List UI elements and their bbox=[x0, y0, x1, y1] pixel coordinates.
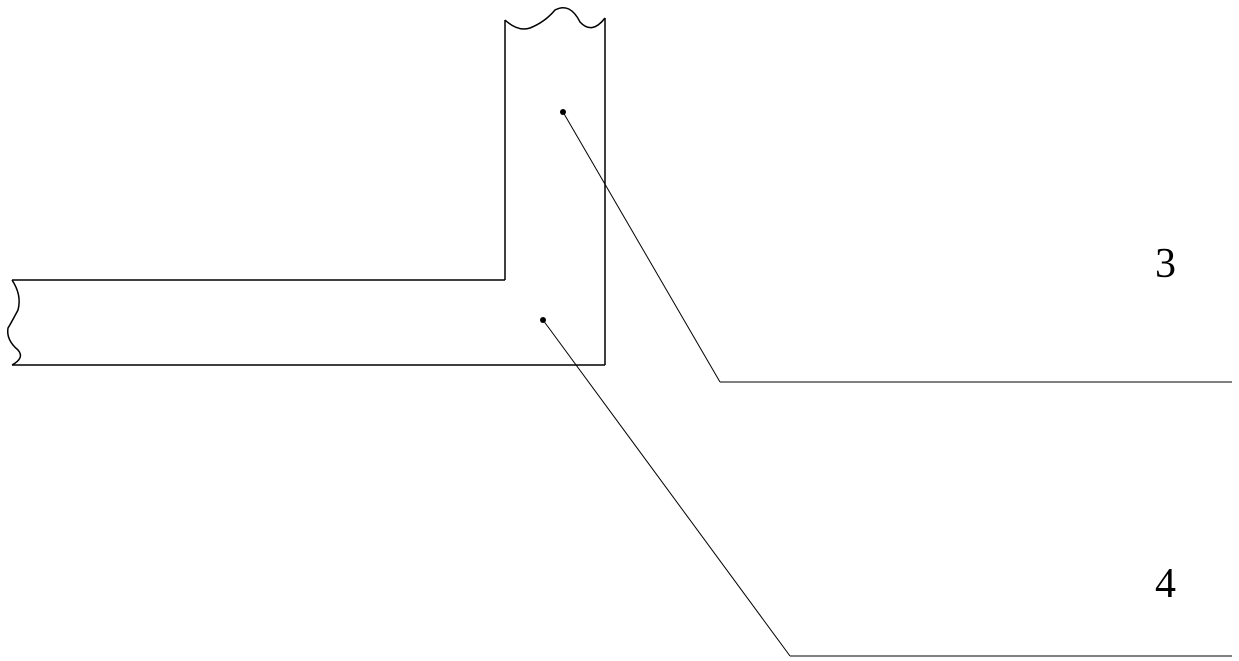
label-3: 3 bbox=[1155, 240, 1176, 288]
diagram-svg bbox=[0, 0, 1239, 661]
vertical-block bbox=[505, 8, 605, 365]
label-4: 4 bbox=[1155, 560, 1176, 608]
leader-line-3 bbox=[560, 109, 1232, 382]
horizontal-block bbox=[8, 280, 605, 365]
leader-line-4 bbox=[540, 317, 1232, 656]
technical-diagram: 3 4 bbox=[0, 0, 1239, 661]
